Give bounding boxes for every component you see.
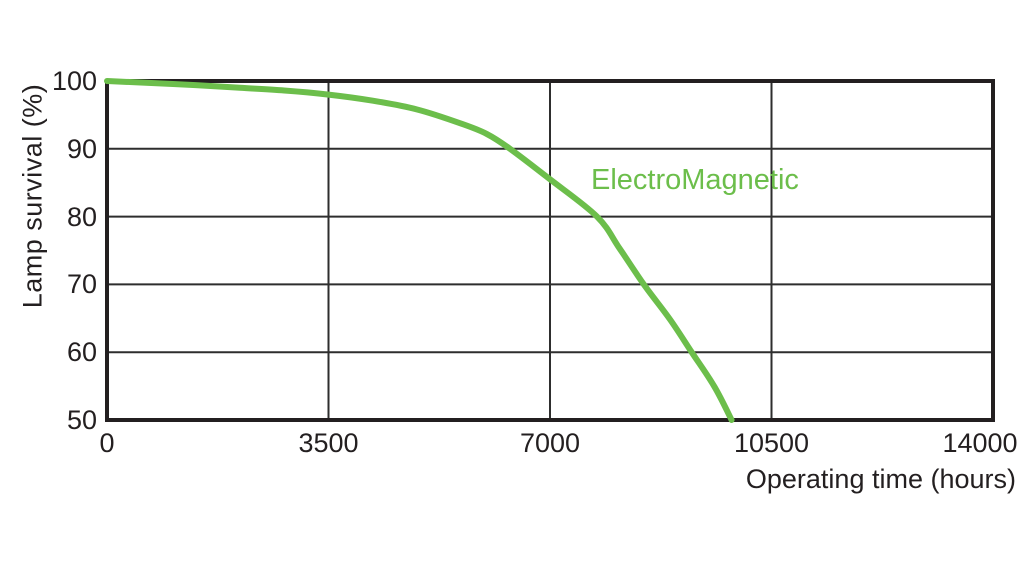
y-tick-label: 60 [66, 337, 97, 368]
x-tick-label: 10500 [733, 428, 810, 458]
y-tick-label: 80 [66, 201, 97, 232]
x-tick-label: 14000 [942, 428, 1018, 458]
gridlines [107, 81, 993, 420]
y-tick-label: 70 [66, 269, 97, 300]
y-tick-label: 100 [51, 66, 97, 96]
x-axis-title: Operating time (hours) [745, 464, 1016, 494]
electromagnetic-curve [104, 78, 735, 423]
x-tick-label: 0 [99, 428, 115, 458]
x-tick-label: 7000 [519, 428, 581, 458]
y-tick-label: 50 [66, 405, 97, 435]
y-tick-label: 90 [66, 133, 97, 164]
x-tick-label: 3500 [298, 428, 359, 458]
plot-border [105, 79, 995, 422]
series-label-electromagnetic: ElectroMagnetic [591, 164, 799, 196]
